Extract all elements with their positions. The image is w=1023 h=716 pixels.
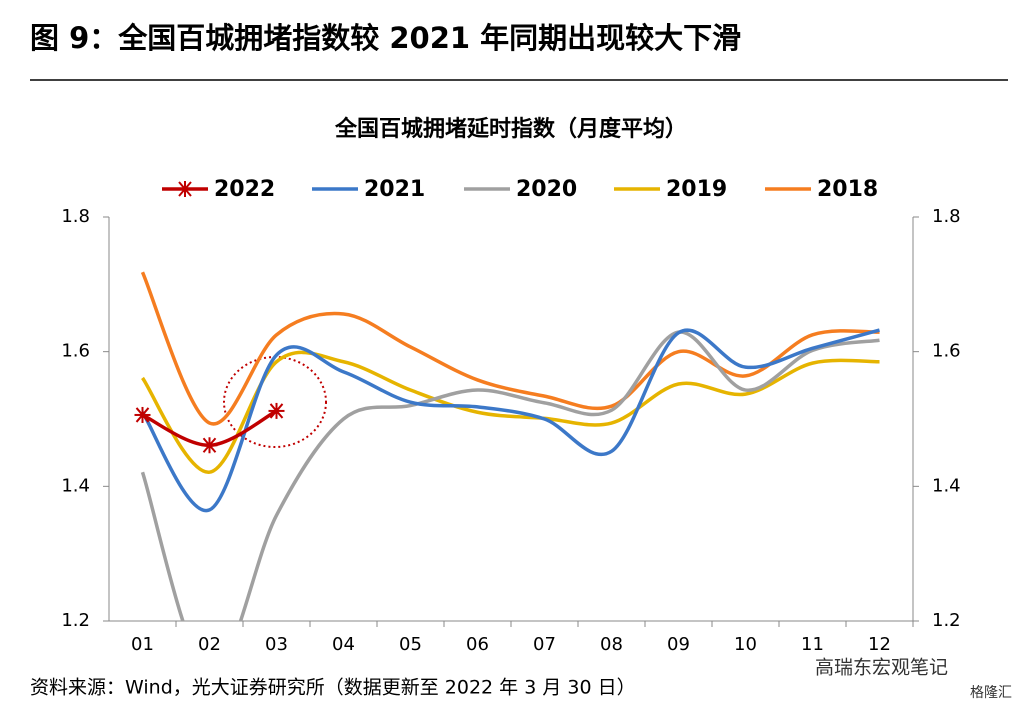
series-line xyxy=(140,330,880,621)
x-tick-label: 06 xyxy=(466,634,489,655)
marker xyxy=(268,402,285,419)
y2-tick-label: 1.4 xyxy=(932,475,961,496)
series-line xyxy=(140,271,880,426)
y-tick-label: 1.8 xyxy=(61,206,90,227)
x-tick-label: 04 xyxy=(332,634,355,655)
chart-title: 全国百城拥堵延时指数（月度平均） xyxy=(334,116,687,142)
y2-tick-label: 1.2 xyxy=(932,610,961,631)
y-tick-label: 1.4 xyxy=(61,475,90,496)
x-tick-label: 07 xyxy=(533,634,556,655)
series-line xyxy=(141,328,880,513)
legend-label: 2018 xyxy=(817,177,878,202)
legend-label: 2021 xyxy=(364,177,425,202)
x-tick-label: 05 xyxy=(399,634,422,655)
legend-label: 2022 xyxy=(214,177,275,202)
y2-tick-label: 1.6 xyxy=(932,341,961,362)
x-tick-label: 10 xyxy=(734,634,757,655)
legend-label: 2020 xyxy=(516,177,577,202)
marker xyxy=(134,406,151,423)
plot-area xyxy=(134,271,880,621)
x-tick-label: 09 xyxy=(667,634,690,655)
x-tick-label: 11 xyxy=(801,634,824,655)
x-tick-label: 02 xyxy=(198,634,221,655)
header-title: 图 9：全国百城拥堵指数较 2021 年同期出现较大下滑 xyxy=(30,21,741,55)
marker xyxy=(201,437,218,454)
y-tick-label: 1.6 xyxy=(61,341,90,362)
x-tick-label: 03 xyxy=(265,634,288,655)
source-note: 资料来源：Wind，光大证券研究所（数据更新至 2022 年 3 月 30 日） xyxy=(30,677,636,699)
y2-tick-label: 1.8 xyxy=(932,206,961,227)
series-line xyxy=(141,350,880,474)
watermark: 高瑞东宏观笔记 xyxy=(815,657,948,679)
x-tick-label: 12 xyxy=(868,634,891,655)
x-tick-label: 01 xyxy=(131,634,154,655)
watermark-brand: 格隆汇 xyxy=(970,685,1012,701)
marker xyxy=(177,181,193,197)
x-tick-label: 08 xyxy=(600,634,623,655)
y-tick-label: 1.2 xyxy=(61,610,90,631)
legend-label: 2019 xyxy=(666,177,727,202)
